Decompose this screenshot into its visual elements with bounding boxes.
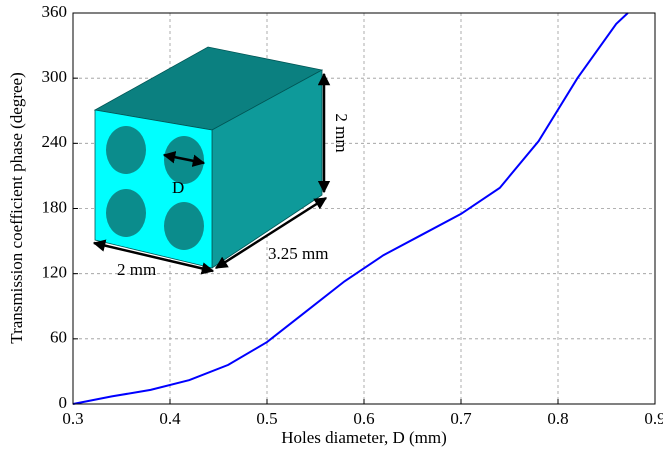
x-axis-title: Holes diameter, D (mm) (281, 428, 447, 447)
hole (164, 202, 204, 250)
inset-diagram: D 2 mm 3.25 mm 2 mm (94, 47, 351, 279)
chart: D 2 mm 3.25 mm 2 mm Holes diameter, D (m… (0, 0, 663, 453)
y-tick-label: 120 (42, 263, 68, 282)
x-tick-label: 0.7 (450, 409, 472, 428)
annotation: 3.25 mm (268, 244, 328, 263)
annotation: 2 mm (117, 260, 156, 279)
hole (106, 189, 146, 237)
x-tick-label: 0.5 (256, 409, 277, 428)
x-tick-label: 0.3 (62, 409, 83, 428)
x-tick-label: 0.8 (547, 409, 568, 428)
y-tick-label: 60 (50, 328, 67, 347)
x-tick-label: 0.4 (159, 409, 181, 428)
x-tick-label: 0.9 (644, 409, 663, 428)
y-axis-title: Transmission coefficient phase (degree) (7, 72, 26, 343)
y-tick-label: 180 (42, 197, 68, 216)
y-tick-label: 240 (42, 132, 68, 151)
annotation: 2 mm (332, 113, 351, 152)
hole (106, 126, 146, 174)
y-tick-label: 300 (42, 67, 68, 86)
y-tick-label: 360 (42, 2, 68, 21)
annotation: D (172, 178, 184, 197)
x-tick-label: 0.6 (353, 409, 374, 428)
